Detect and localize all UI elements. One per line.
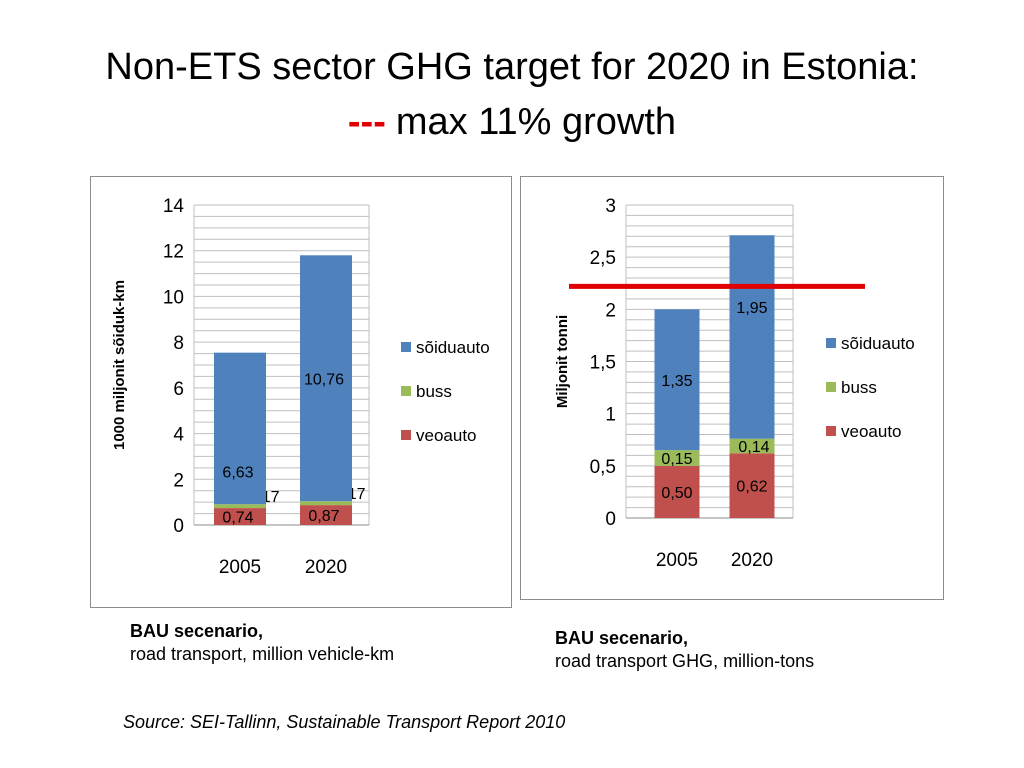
data-label-veoauto: 0,62	[736, 479, 767, 496]
data-label-buss: 0,14	[738, 439, 769, 456]
bar-veoauto-2005	[214, 508, 266, 525]
bar-soiduauto-2020	[729, 235, 775, 439]
left-caption: BAU secenario, road transport, million v…	[130, 620, 394, 666]
legend-label-buss: buss	[841, 378, 877, 397]
legend-label-soiduauto: sõiduauto	[841, 334, 915, 353]
legend-label-veoauto: veoauto	[416, 426, 477, 445]
y-tick-label: 12	[163, 242, 184, 263]
data-label-soiduauto: 1,95	[736, 300, 767, 317]
slide-title: Non-ETS sector GHG target for 2020 in Es…	[0, 40, 1024, 150]
y-tick-label: 2,5	[590, 248, 616, 269]
right-caption: BAU secenario, road transport GHG, milli…	[555, 627, 814, 673]
data-label-veoauto: 0,74	[222, 510, 253, 527]
bar-soiduauto-2020	[300, 255, 352, 502]
source-note: Source: SEI-Tallinn, Sustainable Transpo…	[123, 712, 566, 732]
legend-label-buss: buss	[416, 382, 452, 401]
y-axis-title: 1000 miljonit sõiduk-km	[111, 280, 128, 450]
data-label-soiduauto: 6,63	[222, 464, 253, 481]
title-growth-text: max 11% growth	[395, 101, 677, 143]
y-tick-label: 8	[173, 333, 184, 354]
ghg-chart: 0 0,5 1 1,5 2 2,5 3 Miljonit tonni 0,50 0,15 1,35 2…	[554, 196, 915, 571]
y-tick-label: 2	[173, 470, 184, 491]
data-label-veoauto: 0,50	[661, 485, 692, 502]
legend-swatch-soiduauto	[826, 338, 836, 348]
left-caption-text: road transport, million vehicle-km	[130, 644, 395, 664]
bar-buss-2020	[300, 501, 352, 506]
data-label-soiduauto: 1,35	[661, 373, 692, 390]
legend-swatch-buss	[401, 386, 411, 396]
left-chart-panel: 0 2 4 6 8 10 12 14 1000 miljonit sõiduk-km 0,74 0,…	[90, 176, 512, 608]
bar-buss-2005	[214, 504, 266, 509]
bar-soiduauto-2005	[214, 352, 266, 505]
y-tick-label: 0	[605, 509, 616, 530]
data-label-veoauto: 0,87	[308, 508, 339, 525]
right-caption-bold: BAU secenario,	[555, 628, 689, 648]
y-tick-label: 0,5	[590, 457, 616, 478]
bar-buss-2005	[654, 450, 700, 466]
y-tick-label: 3	[605, 196, 616, 217]
data-label-soiduauto: 10,76	[304, 371, 344, 388]
x-tick-label: 2020	[731, 550, 773, 571]
x-tick-label: 2005	[656, 550, 698, 571]
title-line-1: Non-ETS sector GHG target for 2020 in Es…	[105, 46, 919, 88]
y-tick-label: 0	[173, 516, 184, 537]
y-tick-label: 2	[605, 300, 616, 321]
bar-veoauto-2020	[300, 505, 352, 525]
y-tick-label: 1	[605, 405, 616, 426]
y-tick-label: 10	[163, 287, 184, 308]
data-label-buss: 0,15	[661, 451, 692, 468]
left-caption-bold: BAU secenario,	[130, 621, 264, 641]
legend-swatch-soiduauto	[401, 342, 411, 352]
legend-label-veoauto: veoauto	[841, 422, 902, 441]
bar-soiduauto-2005	[654, 309, 700, 451]
x-tick-label: 2020	[305, 557, 347, 578]
y-tick-label: 4	[173, 425, 184, 446]
legend-swatch-buss	[826, 382, 836, 392]
y-tick-label: 14	[163, 196, 185, 217]
title-line-2: --- max 11% growth	[0, 95, 1024, 150]
y-axis-title: Miljonit tonni	[554, 315, 571, 408]
x-tick-label: 2005	[219, 557, 261, 578]
right-chart-panel: 0 0,5 1 1,5 2 2,5 3 Miljonit tonni 0,50 0,15 1,35 2…	[520, 176, 944, 600]
legend-swatch-veoauto	[401, 430, 411, 440]
legend-label-soiduauto: sõiduauto	[416, 338, 490, 357]
right-caption-text: road transport GHG, million-tons	[555, 651, 815, 671]
title-dash: ---	[347, 101, 386, 143]
y-tick-label: 1,5	[590, 353, 616, 374]
vehicle-km-chart: 0 2 4 6 8 10 12 14 1000 miljonit sõiduk-km 0,74 0,…	[111, 196, 490, 578]
bar-veoauto-2005	[654, 465, 700, 518]
bar-veoauto-2020	[729, 453, 775, 518]
y-tick-label: 6	[173, 379, 184, 400]
bar-buss-2020	[729, 438, 775, 454]
legend-swatch-veoauto	[826, 426, 836, 436]
